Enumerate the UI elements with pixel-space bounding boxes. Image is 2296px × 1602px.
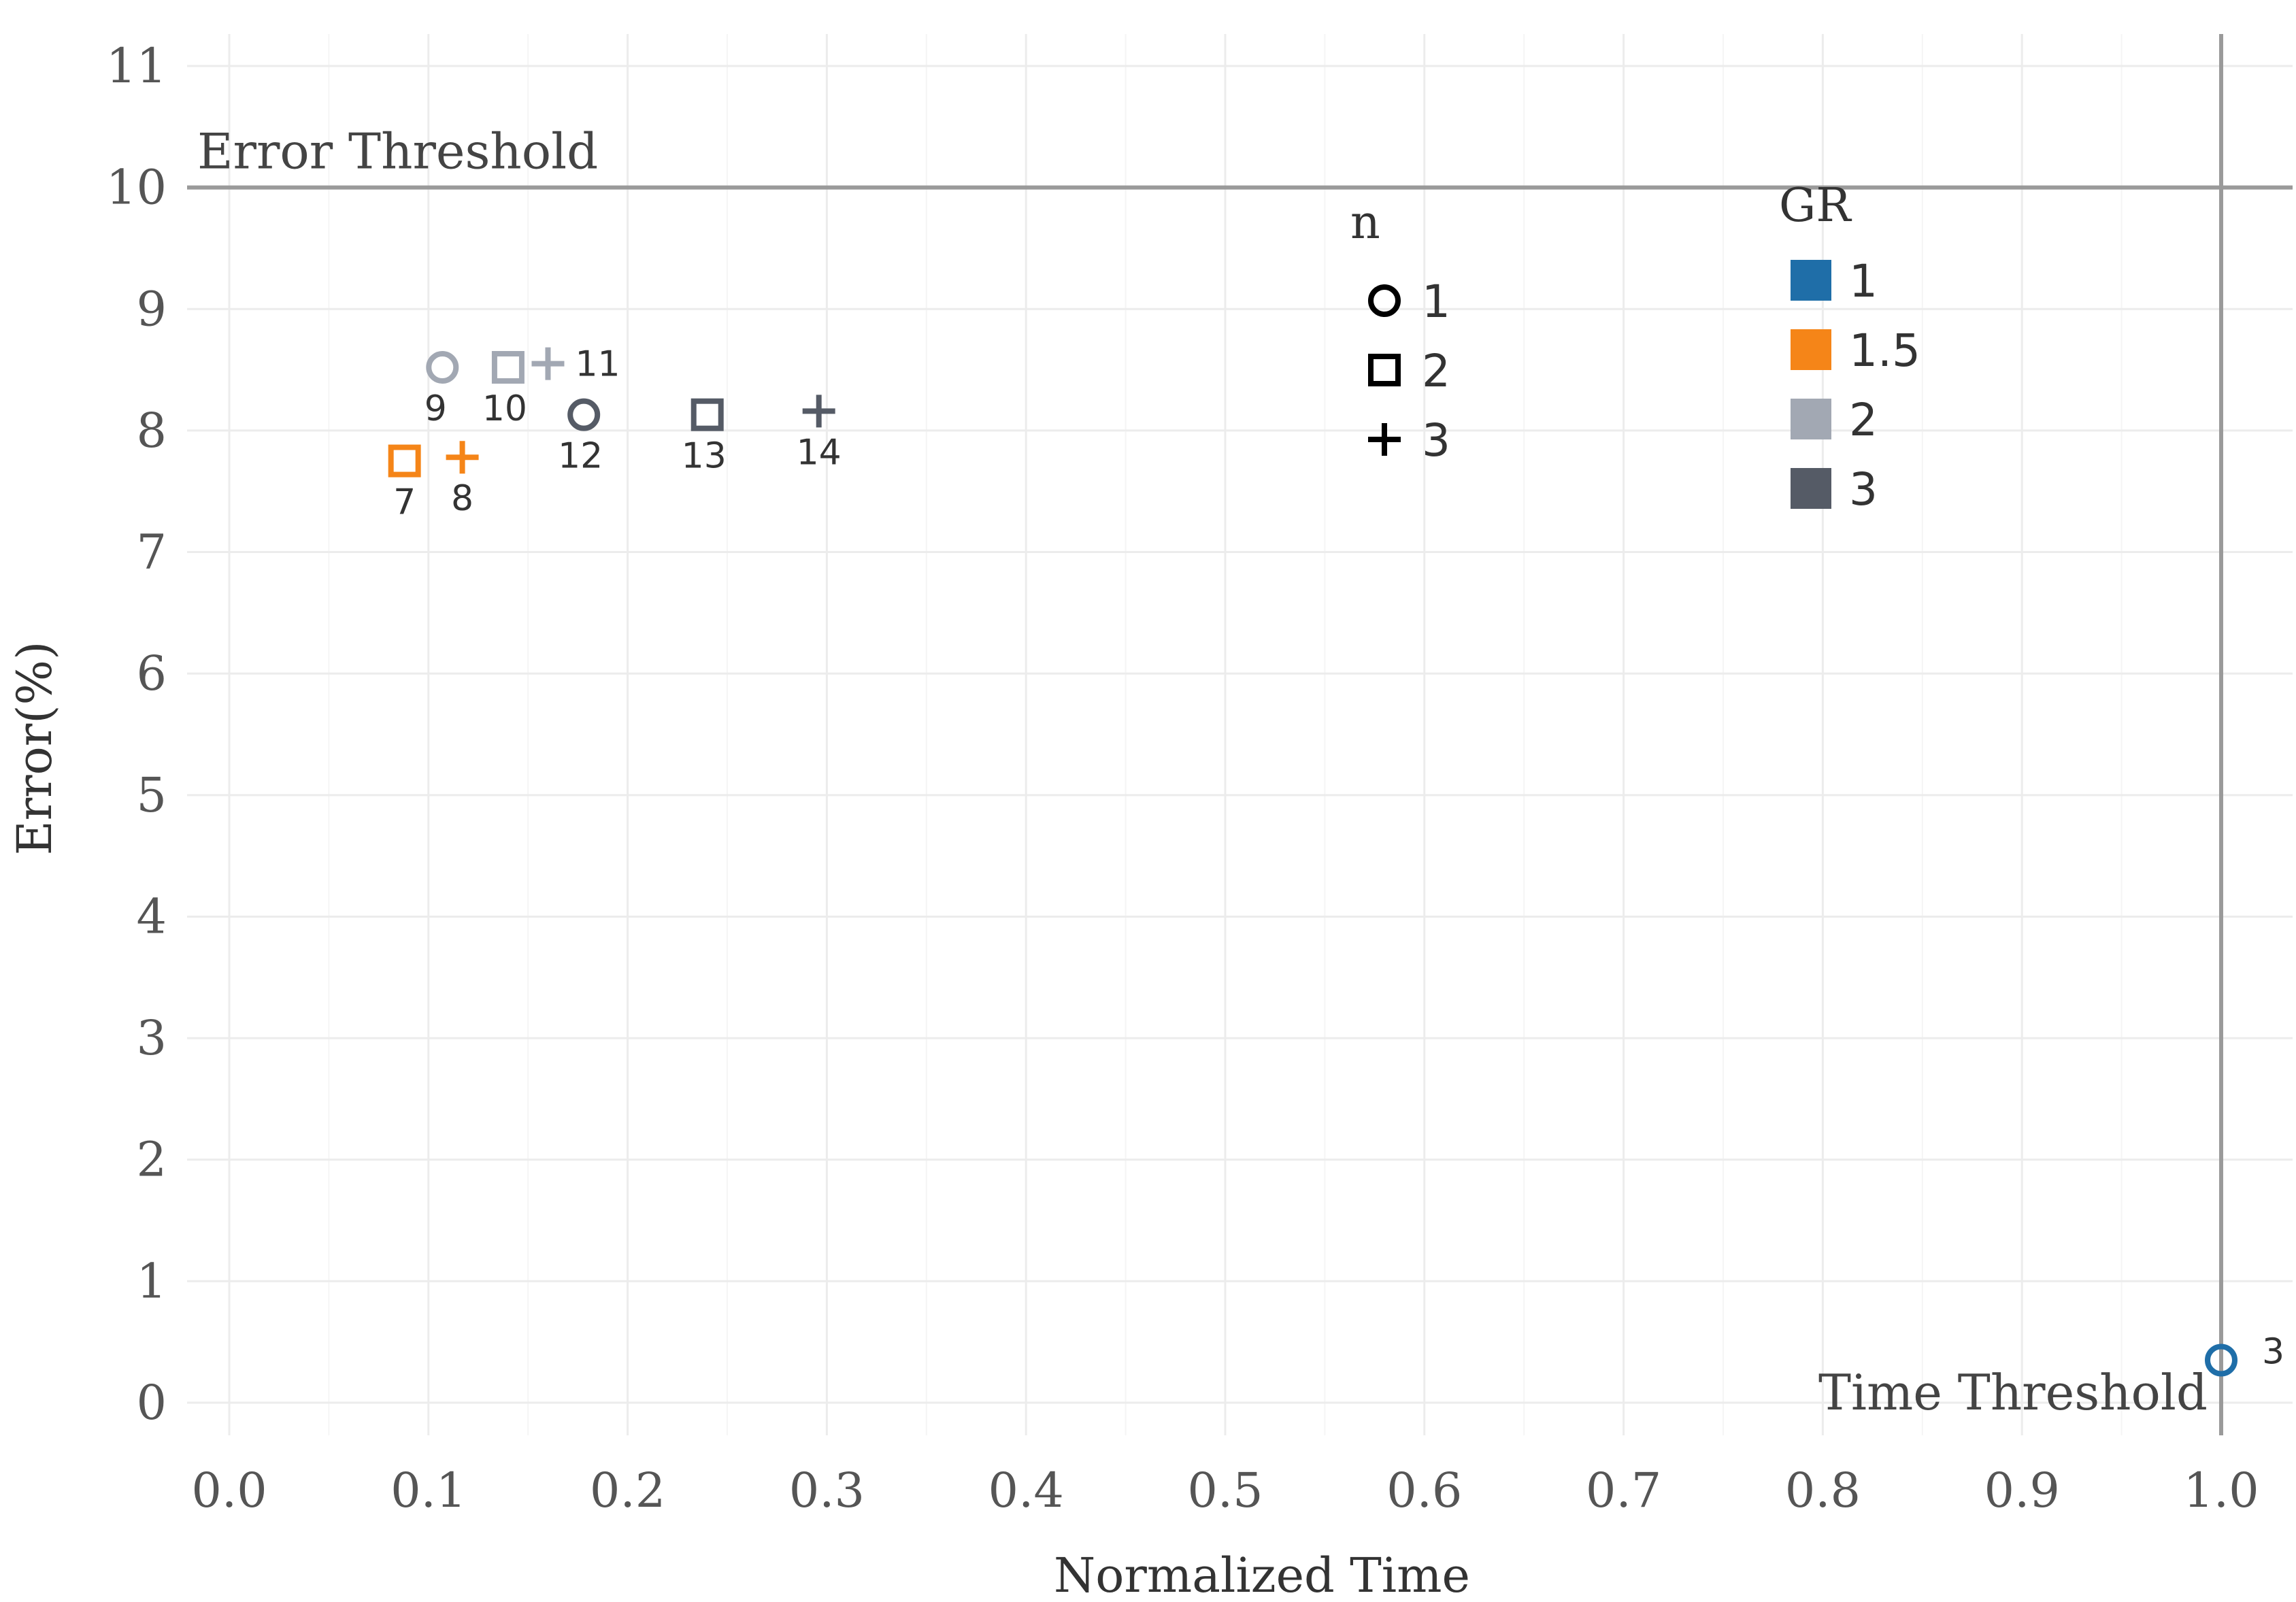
point-label: 7 [393,482,416,523]
legend-swatch-icon [1791,329,1831,370]
y-axis-ticks: 0 1 2 3 4 5 6 7 8 9 10 11 [106,38,167,1431]
point-label: 11 [575,344,620,385]
point-marker-9 [426,351,459,384]
legend-gr-label: 1 [1849,255,1878,307]
y-tick-label: 1 [136,1253,167,1309]
y-tick-label: 10 [106,160,167,216]
legend-gr-entry: 1.5 [1791,324,1920,377]
legend-n-entry: 1 [1368,276,1450,328]
x-tick-label: 0.0 [191,1463,267,1518]
data-point: 7 [388,444,421,523]
point-label: 9 [425,388,447,429]
x-tick-label: 0.5 [1187,1463,1263,1518]
point-marker-13 [691,398,724,431]
x-axis-ticks: 0.0 0.1 0.2 0.3 0.4 0.5 0.6 0.7 0.8 0.9 1.0 [191,1463,2259,1518]
error-threshold-label: Error Threshold [197,123,598,180]
legend-swatch-icon [1791,399,1831,439]
y-tick-label: 8 [136,403,167,458]
legend-gr-entry: 1 [1791,255,1878,307]
legend-n-label: 3 [1422,414,1450,467]
point-label: 12 [558,436,603,477]
data-point: 14 [797,395,842,473]
point-label: 10 [482,388,527,429]
data-point: 11 [531,344,620,385]
legend-swatch-icon [1791,468,1831,509]
legend-n-entry: 2 [1368,345,1450,397]
x-tick-label: 0.2 [590,1463,665,1518]
grid-lines [187,34,2293,1435]
legend-gr-entry: 3 [1791,463,1878,516]
legend-gr-label: 3 [1849,463,1878,516]
data-point: 9 [425,351,459,429]
x-tick-label: 0.7 [1586,1463,1661,1518]
legend-gr-label: 2 [1849,394,1878,446]
time-threshold-label: Time Threshold [1818,1364,2208,1421]
point-marker-8 [446,441,479,474]
point-marker-10 [491,351,525,384]
y-tick-label: 11 [106,38,167,94]
x-axis-label: Normalized Time [1054,1548,1470,1602]
point-marker-12 [567,398,601,431]
y-tick-label: 2 [136,1132,167,1188]
data-point: 3 [2205,1331,2284,1377]
point-label: 14 [797,432,842,473]
legend-circle-icon [1368,284,1401,317]
point-label: 8 [451,478,473,519]
x-tick-label: 0.1 [390,1463,466,1518]
threshold-lines: Error Threshold Time Threshold [187,34,2293,1435]
legend-n-label: 2 [1422,345,1450,397]
legend-swatch-icon [1791,260,1831,301]
x-tick-label: 0.8 [1785,1463,1861,1518]
point-marker-7 [388,444,421,478]
point-marker-3 [2205,1344,2237,1377]
legend-n: n1 2 3 [1350,196,1450,467]
legend-gr: GR 1 1.5 2 3 [1779,179,1920,516]
x-tick-label: 0.4 [988,1463,1064,1518]
x-tick-label: 0.3 [789,1463,865,1518]
y-tick-label: 0 [136,1375,167,1431]
y-tick-label: 7 [136,524,167,580]
legend-square-icon [1368,354,1401,386]
y-tick-label: 3 [136,1010,167,1066]
legend-n-entry: 3 [1368,414,1450,467]
y-tick-label: 6 [136,646,167,701]
legend-plus-icon [1368,423,1401,456]
legend-n-label: 1 [1422,276,1450,328]
y-tick-label: 9 [136,281,167,337]
legend-gr-entry: 2 [1791,394,1878,446]
data-point: 8 [446,441,479,519]
y-axis-label: Error(%) [7,641,63,856]
x-tick-label: 1.0 [2183,1463,2259,1518]
data-points: 3 7 8 9 10 11 12 13 14 [388,344,2284,1377]
data-point: 12 [558,398,603,477]
y-tick-label: 4 [136,888,167,944]
x-tick-label: 0.6 [1386,1463,1462,1518]
legend-gr-label: 1.5 [1849,324,1920,377]
data-point: 10 [482,351,527,429]
point-label: 13 [682,436,727,477]
x-tick-label: 0.9 [1984,1463,2060,1518]
data-point: 13 [682,398,727,477]
legend-n-title: n [1350,196,1380,250]
y-tick-label: 5 [136,767,167,823]
legend-gr-title: GR [1779,179,1852,233]
point-marker-11 [531,347,565,380]
point-label: 3 [2262,1331,2284,1372]
point-marker-14 [802,395,835,428]
